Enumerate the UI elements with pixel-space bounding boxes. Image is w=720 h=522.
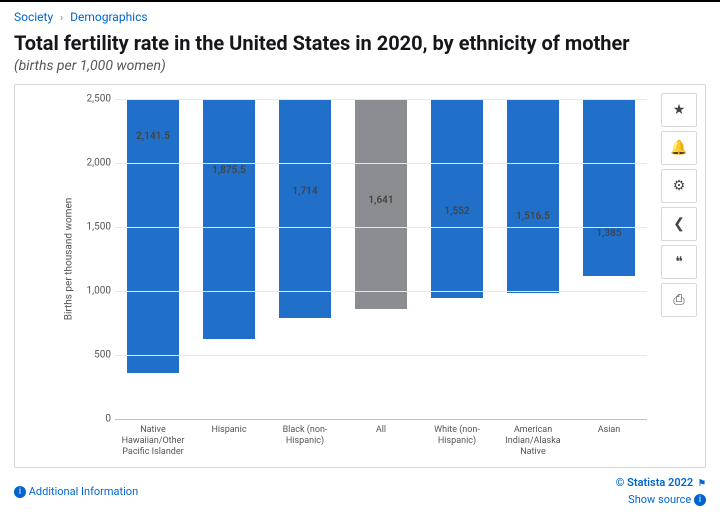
info-icon: i [14,486,26,498]
additional-info-label: Additional Information [29,485,138,498]
gear-icon[interactable]: ⚙ [661,169,697,203]
flag-icon: ⚑ [698,479,706,489]
breadcrumb-demographics[interactable]: Demographics [70,10,147,24]
bar-slot: 2,141.5 [115,99,191,419]
bar-value-label: 2,141.5 [136,131,170,142]
source-icon: i [694,494,706,506]
y-tick-label: 1,500 [75,222,111,233]
bar-slot: 1,385 [571,99,647,419]
gridline [115,163,647,164]
breadcrumb-society[interactable]: Society [14,10,53,24]
page-title: Total fertility rate in the United State… [14,30,706,56]
y-tick-label: 500 [75,350,111,361]
plot-area: 2,141.5 1,875.5 1,714 1,641 1,552 1,516.5 1,38… [115,99,647,419]
bar-slot: 1,641 [343,99,419,419]
show-source-label: Show source [628,493,691,506]
additional-info-link[interactable]: i Additional Information [14,485,138,498]
y-tick-label: 2,500 [75,94,111,105]
bar[interactable] [431,99,483,298]
gridline [115,419,647,420]
x-tick-label: Black (non-Hispanic) [267,419,343,457]
bar-value-label: 1,714 [292,186,317,197]
gridline [115,99,647,100]
bar-value-label: 1,385 [596,228,621,239]
chart-container: ★ 🔔 ⚙ ❮ ❝ ⎙ Births per thousand women 2,141.5… [14,84,706,468]
bar-slot: 1,552 [419,99,495,419]
bar[interactable] [583,99,635,276]
y-axis-label: Births per thousand women [64,198,75,321]
share-icon[interactable]: ❮ [661,207,697,241]
copyright-text: © Statista 2022 [616,476,693,489]
bar-value-label: 1,641 [368,195,393,206]
quote-icon[interactable]: ❝ [661,245,697,279]
breadcrumb: Society › Demographics [14,10,706,24]
x-axis-labels: Native Hawaiian/Other Pacific IslanderHi… [115,419,647,457]
y-tick-label: 1,000 [75,286,111,297]
bar[interactable] [203,99,255,339]
show-source-link[interactable]: Show source i [616,493,706,506]
x-tick-label: Asian [571,419,647,457]
bar-value-label: 1,875.5 [212,165,246,176]
gridline [115,355,647,356]
bar[interactable] [507,99,559,293]
x-tick-label: All [343,419,419,457]
gridline [115,227,647,228]
bar-slot: 1,875.5 [191,99,267,419]
gridline [115,291,647,292]
y-tick-label: 2,000 [75,158,111,169]
bar-value-label: 1,516.5 [516,211,550,222]
bar-value-label: 1,552 [444,206,469,217]
favorite-icon[interactable]: ★ [661,93,697,127]
x-tick-label: American Indian/Alaska Native [495,419,571,457]
bar-slot: 1,714 [267,99,343,419]
x-tick-label: Hispanic [191,419,267,457]
y-tick-label: 0 [75,414,111,425]
bell-icon[interactable]: 🔔 [661,131,697,165]
x-tick-label: Native Hawaiian/Other Pacific Islander [115,419,191,457]
print-icon[interactable]: ⎙ [661,283,697,317]
bar[interactable] [279,99,331,318]
bar-slot: 1,516.5 [495,99,571,419]
chart-toolbar: ★ 🔔 ⚙ ❮ ❝ ⎙ [661,93,697,321]
x-tick-label: White (non-Hispanic) [419,419,495,457]
page-subtitle: (births per 1,000 women) [14,58,706,74]
chevron-right-icon: › [60,13,63,24]
